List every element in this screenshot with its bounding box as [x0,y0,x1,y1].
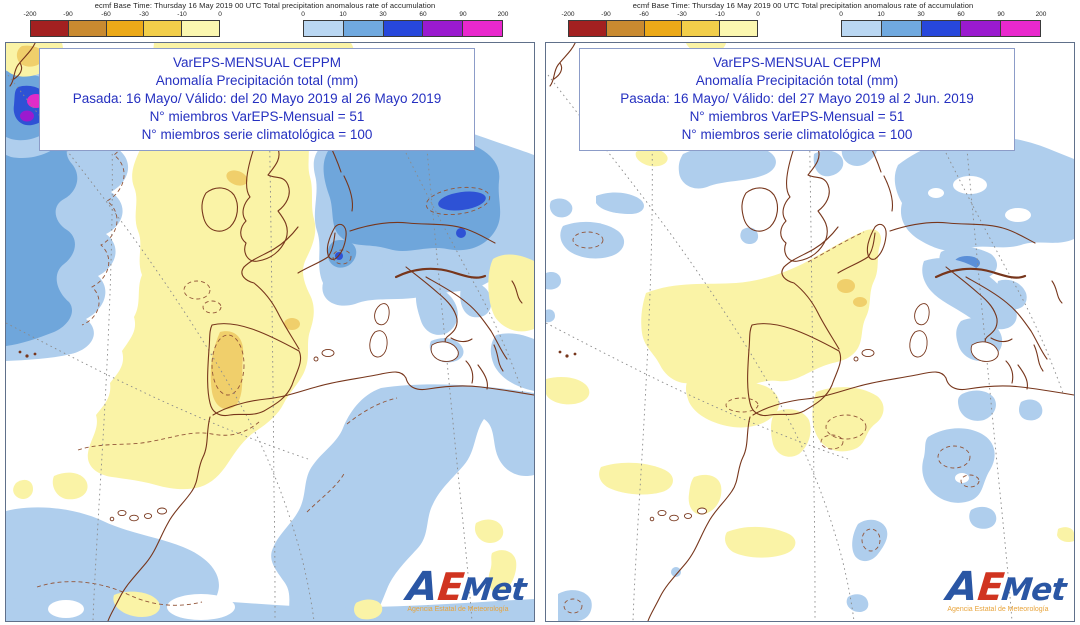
aemet-tagline: Agencia Estatal de Meteorología [407,606,509,613]
title-members: N° miembros VarEPS-Mensual = 51 [689,109,905,124]
title-variable: Anomalía Precipitación total (mm) [695,73,899,88]
legend-tick-label: 30 [379,11,387,18]
legend-tick-label: 60 [419,11,427,18]
legend-color-segment [31,21,69,36]
legend-color-segment [383,21,424,36]
legend-tick-label: -30 [139,11,149,18]
legend-tick-label: -200 [561,11,575,18]
legend-tick-label: 90 [459,11,467,18]
legend-tick-label: -200 [23,11,37,18]
logo-letters-met: Met [1000,572,1068,608]
title-variable: Anomalía Precipitación total (mm) [155,73,359,88]
legend-positive-scale: 0 10 30 60 90 200 [301,10,508,38]
legend-tick-label: -10 [715,11,725,18]
legend-color-segment [106,21,145,36]
title-climatology: N° miembros serie climatológica = 100 [681,127,913,142]
base-time-caption: ecmf Base Time: Thursday 16 May 2019 00 … [632,1,974,10]
legend-tick-label: 90 [997,11,1005,18]
legend-tick-label: -30 [677,11,687,18]
legend-color-segment [842,21,882,36]
legend-tick-label: 10 [877,11,885,18]
legend-color-segment [304,21,344,36]
legend-color-segment [182,21,219,36]
aemet-logo: AEMet Agencia Estatal de Meteorología [945,564,1068,613]
island-outlines [649,303,999,522]
title-members: N° miembros VarEPS-Mensual = 51 [149,109,365,124]
legend-color-segment [144,21,183,36]
azores-islands [558,350,577,358]
legend-tick-label: -60 [639,11,649,18]
legend-color-segment [606,21,645,36]
title-product: VarEPS-MENSUAL CEPPM [172,55,342,70]
title-validity: Pasada: 16 Mayo/ Válido: del 20 Mayo 201… [72,91,442,106]
legend-tick-label: -90 [63,11,73,18]
map-week2: VarEPS-MENSUAL CEPPM Anomalía Precipitac… [545,42,1075,622]
legend-tick-label: 60 [957,11,965,18]
anomaly-map-week2 [546,43,1074,621]
legend-header-week2: ecmf Base Time: Thursday 16 May 2019 00 … [538,0,1078,40]
legend-header-week1: ecmf Base Time: Thursday 16 May 2019 00 … [0,0,540,40]
contour-lines [563,231,980,614]
legend-tick-label: 200 [1035,11,1047,18]
legend-color-segment [1001,21,1040,36]
legend-color-segment [343,21,384,36]
aemet-wordmark: AEMet [405,564,528,610]
aemet-logo: AEMet Agencia Estatal de Meteorología [405,564,528,613]
legend-tick-label: 200 [497,11,509,18]
legend-tick-label: 0 [218,11,222,18]
aemet-wordmark: AEMet [945,564,1068,610]
legend-tick-label: -10 [177,11,187,18]
legend-color-segment [569,21,607,36]
map-week1: VarEPS-MENSUAL CEPPM Anomalía Precipitac… [5,42,535,622]
legend-color-segment [463,21,502,36]
logo-letters-met: Met [460,572,528,608]
legend-tick-label: -90 [601,11,611,18]
island-outlines [109,303,459,522]
legend-color-segment [423,21,464,36]
anomaly-map-week1 [6,43,534,621]
legend-tick-label: -60 [101,11,111,18]
legend-color-segment [921,21,962,36]
legend-color-segment [682,21,721,36]
legend-color-segment [881,21,922,36]
legend-tick-label: 30 [917,11,925,18]
title-climatology: N° miembros serie climatológica = 100 [141,127,373,142]
legend-color-segment [68,21,107,36]
legend-tick-label: 0 [839,11,843,18]
legend-tick-label: 0 [301,11,305,18]
precipitation-anomaly-regions [6,43,534,621]
legend-tick-label: 0 [756,11,760,18]
title-validity: Pasada: 16 Mayo/ Válido: del 27 Mayo 201… [620,91,974,106]
base-time-caption: ecmf Base Time: Thursday 16 May 2019 00 … [94,1,436,10]
azores-islands [18,350,37,358]
legend-color-segment [720,21,757,36]
legend-color-segment [644,21,683,36]
legend-positive-scale: 0 10 30 60 90 200 [839,10,1046,38]
legend-color-segment [961,21,1002,36]
title-product: VarEPS-MENSUAL CEPPM [712,55,882,70]
legend-negative-scale: -200 -90 -60 -30 -10 0 [561,10,760,38]
map-title-box: VarEPS-MENSUAL CEPPM Anomalía Precipitac… [579,48,1015,151]
map-title-box: VarEPS-MENSUAL CEPPM Anomalía Precipitac… [39,48,475,151]
aemet-tagline: Agencia Estatal de Meteorología [947,606,1049,613]
legend-tick-label: 10 [339,11,347,18]
legend-negative-scale: -200 -90 -60 -30 -10 0 [23,10,222,38]
coastlines [549,43,1074,621]
